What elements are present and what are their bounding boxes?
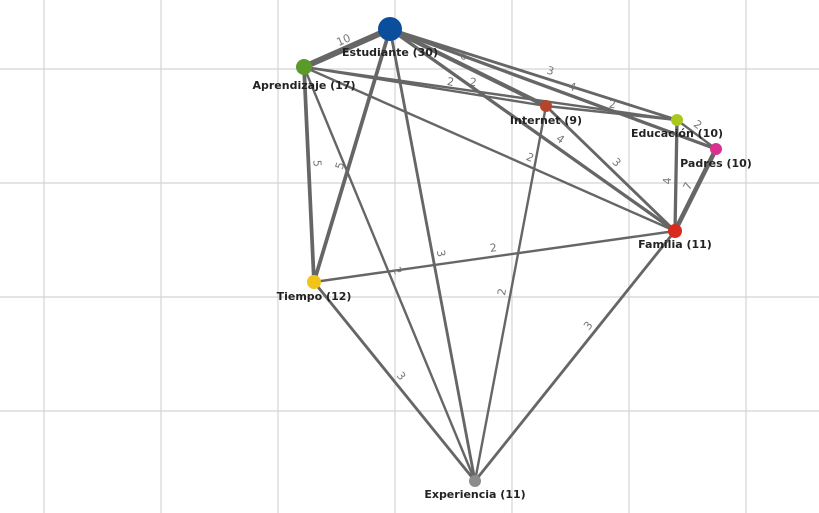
- node-label: Educación (10): [631, 127, 723, 140]
- edge: [302, 65, 677, 233]
- edge-label-group: 2: [489, 241, 498, 255]
- edge-label-group: 2: [608, 98, 616, 112]
- node: [469, 475, 481, 487]
- edge-weight: 2: [489, 241, 498, 255]
- node: [540, 100, 552, 112]
- edges: 1055226434223472223233: [301, 26, 719, 483]
- edge: [673, 118, 679, 233]
- edge-weight: 2: [608, 98, 616, 112]
- edge: [302, 65, 679, 122]
- node: [296, 59, 312, 75]
- edge-label-group: 2: [524, 150, 536, 165]
- edge: [388, 27, 718, 151]
- node-label: Tiempo (12): [277, 290, 352, 303]
- edge: [388, 27, 477, 483]
- edge-label-group: 2: [390, 265, 405, 276]
- node-label: Familia (11): [638, 238, 712, 251]
- edge-weight: 3: [609, 155, 623, 169]
- edge-label-group: 5: [310, 160, 323, 168]
- edge-weight: 3: [434, 249, 448, 258]
- edge: [312, 229, 677, 284]
- edge-weight: 4: [567, 80, 578, 95]
- node: [671, 114, 683, 126]
- edge-weight: 5: [310, 160, 323, 168]
- node-label: Experiencia (11): [424, 488, 525, 501]
- edge-label-group: 10: [335, 31, 353, 49]
- edge: [312, 280, 477, 483]
- nodes: Estudiante (30) Aprendizaje (17) Internet …: [253, 17, 752, 501]
- edge: [301, 26, 393, 70]
- edge: [387, 26, 549, 109]
- edge: [312, 27, 392, 284]
- edge: [544, 104, 679, 122]
- node-label: Estudiante (30): [342, 46, 438, 59]
- edge: [675, 118, 718, 151]
- node: [668, 224, 682, 238]
- edge: [672, 146, 719, 234]
- edge: [302, 65, 316, 284]
- edge-weight: 3: [581, 319, 596, 333]
- edge: [388, 27, 677, 233]
- edge-label-group: 3: [609, 155, 623, 169]
- edge-weight: 2: [524, 150, 536, 165]
- node-label: Padres (10): [680, 157, 752, 170]
- edge-label-group: 2: [446, 75, 455, 89]
- node: [710, 143, 722, 155]
- edge-weight: 2: [469, 76, 478, 90]
- edge-label-group: 2: [495, 287, 509, 296]
- edge: [473, 229, 677, 483]
- edge: [473, 104, 548, 483]
- edge-label-group: 3: [545, 64, 556, 79]
- edge-label-group: 4: [567, 80, 578, 95]
- edge-weight: 3: [545, 64, 556, 79]
- node: [307, 275, 321, 289]
- edge: [302, 65, 477, 483]
- edge-label-group: 3: [581, 319, 596, 333]
- edge-label-group: 5: [333, 160, 347, 170]
- edge-weight: 5: [333, 160, 347, 170]
- edge-label-group: 4: [661, 177, 674, 184]
- edge-label-group: 3: [394, 369, 409, 383]
- node-label: Aprendizaje (17): [253, 79, 356, 92]
- edge-weight: 3: [394, 369, 409, 383]
- edge-weight: 10: [335, 31, 353, 49]
- edge-weight: 2: [495, 287, 509, 296]
- edge-weight: 2: [446, 75, 455, 89]
- edge-label-group: 3: [434, 249, 448, 258]
- edge-weight: 2: [390, 265, 405, 276]
- node: [378, 17, 402, 41]
- edge-weight: 4: [661, 177, 674, 184]
- node-label: Internet (9): [510, 114, 582, 127]
- edge: [388, 27, 679, 122]
- edge: [544, 104, 677, 233]
- edge-label-group: 2: [469, 76, 478, 90]
